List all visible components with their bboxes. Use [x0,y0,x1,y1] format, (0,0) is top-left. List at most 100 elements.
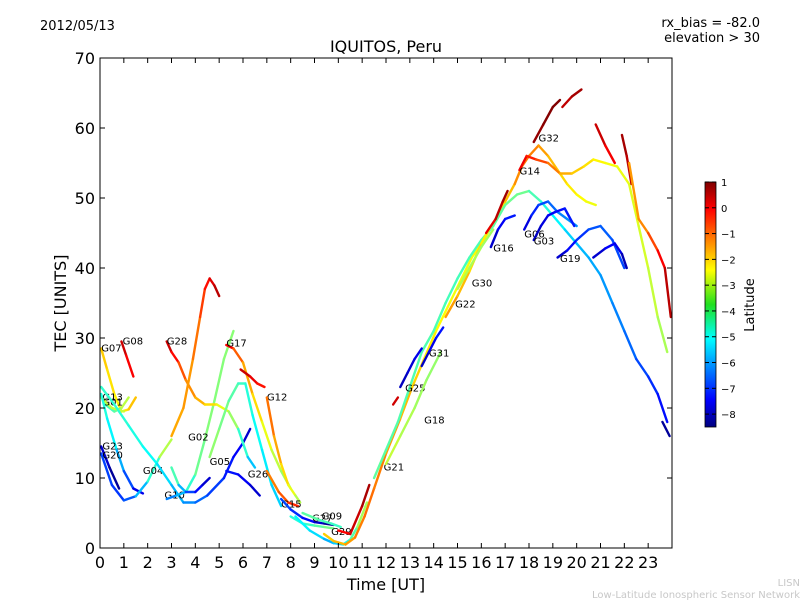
y-tick-label: 20 [75,399,95,418]
satellite-label: G02 [188,432,208,443]
series-segment [525,154,538,161]
series-segment [270,448,283,473]
series-segment [615,165,631,186]
series-segment [391,396,400,406]
satellite-label: G22 [455,299,475,310]
series-segment [604,161,619,168]
series-segment [575,228,590,242]
series-segment [663,266,673,319]
series-segment [260,420,273,452]
series-segment [241,361,254,396]
series-G32 [532,98,562,144]
satellite-label: G14 [519,166,539,177]
series-segment [134,480,149,498]
series-segment [613,242,624,256]
series-segment [399,385,414,420]
series-segment [620,133,628,158]
series-G21 [337,483,371,536]
satellite-label: G18 [424,416,444,427]
series-G08 [120,340,135,378]
series-segment [206,476,226,497]
series-segment [125,354,135,378]
series-segment [527,144,540,158]
series-segment [396,385,412,424]
series-segment [363,487,376,518]
x-tick-label: 23 [638,553,658,572]
colorbar-tick-label: −5 [721,333,736,344]
series-segment [546,210,557,217]
series-segment [237,473,252,487]
series-segment [99,452,114,487]
series-segment [198,287,207,319]
series-G03 [532,207,576,242]
series-segment [120,396,130,410]
series-G_peak [170,277,221,438]
satellite-label: G08 [123,337,143,348]
series-segment [556,210,569,221]
series-segment [503,193,519,207]
x-tick-label: 0 [95,553,105,572]
series-segment [546,161,562,175]
series-G21b [372,189,669,480]
series-segment [99,347,109,371]
series-segment [587,224,602,231]
satellite-label: G07 [101,344,121,355]
satellite-label: G06 [524,229,544,240]
series-segment [182,357,195,410]
series-segment [515,189,531,196]
series-segment [277,490,290,504]
series-G14 [518,154,669,354]
series-segment [594,123,607,147]
x-tick-label: 19 [543,553,563,572]
series-G_min2 [322,144,597,546]
y-axis-ticks: 0 10 20 30 40 50 60 70 [75,49,672,558]
series-segment [539,214,550,228]
series-segment [399,406,416,438]
satellite-label: G05 [210,457,230,468]
y-tick-label: 10 [75,469,95,488]
series-segment [518,154,528,172]
series-G32b [561,88,583,109]
series-segment [132,487,145,495]
series-segment [627,182,640,228]
series-segment [656,249,667,270]
x-axis-ticks: 0 1 2 3 4 5 6 7 8 9 10 11 12 13 14 15 16 17 18 19 20 21 22 23 [95,58,658,572]
series-segment [425,350,443,382]
series-segment [329,522,342,529]
series-segment [141,445,159,466]
series-segment [344,536,357,546]
series-segment [155,462,173,487]
x-tick-label: 14 [423,553,443,572]
x-tick-label: 1 [119,553,129,572]
series-segment [399,371,409,389]
series-segment [203,277,211,291]
x-tick-label: 18 [519,553,539,572]
satellite-label: G15 [281,500,301,511]
series-segment [527,189,543,203]
satellite-label: G30 [472,278,492,289]
series-segment [248,375,259,385]
y-tick-label: 40 [75,259,95,278]
series-segment [489,228,500,249]
series-segment [287,501,300,508]
series-G02 [165,329,235,501]
series-segment [637,217,650,235]
series-G31b [420,326,445,368]
x-tick-label: 22 [614,553,634,572]
series-segment [208,427,221,459]
series-segment [556,249,569,259]
satellite-label: G17 [226,339,246,350]
series-segment [213,357,226,403]
series-segment [353,515,366,539]
series-segment [384,434,402,466]
series-segment [251,392,264,424]
series-segment [289,508,304,520]
satellite-label: G13 [102,393,122,404]
chart-title: IQUITOS, Peru [330,37,442,56]
series-segment [194,494,209,504]
y-tick-label: 60 [75,119,95,138]
series-segment [592,247,607,259]
date-label: 2012/05/13 [40,19,115,34]
x-tick-label: 2 [143,553,153,572]
series-segment [635,357,650,378]
